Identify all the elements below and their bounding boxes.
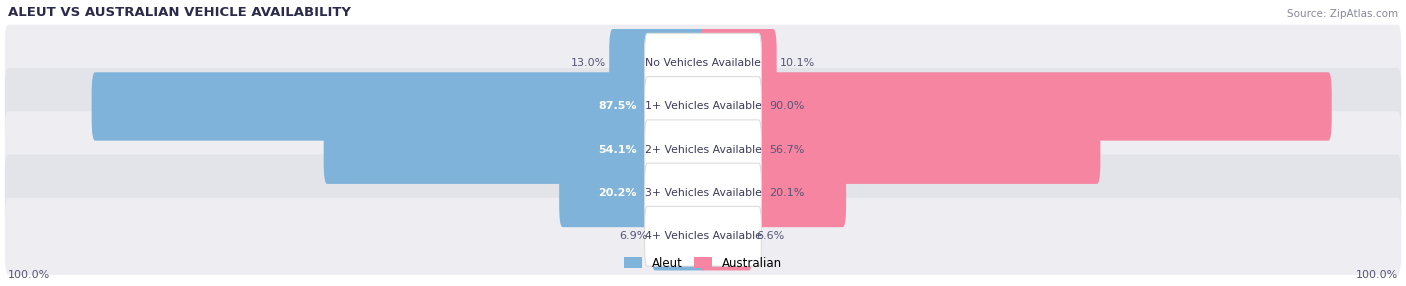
Legend: Aleut, Australian: Aleut, Australian <box>624 257 782 270</box>
FancyBboxPatch shape <box>4 68 1402 145</box>
FancyBboxPatch shape <box>644 77 762 136</box>
Text: 54.1%: 54.1% <box>599 145 637 155</box>
FancyBboxPatch shape <box>4 154 1402 231</box>
Text: 2+ Vehicles Available: 2+ Vehicles Available <box>644 145 762 155</box>
FancyBboxPatch shape <box>651 202 706 271</box>
Text: 3+ Vehicles Available: 3+ Vehicles Available <box>644 188 762 198</box>
Text: 6.9%: 6.9% <box>620 231 648 241</box>
FancyBboxPatch shape <box>323 116 706 184</box>
Text: 56.7%: 56.7% <box>769 145 804 155</box>
Text: 20.2%: 20.2% <box>599 188 637 198</box>
Text: 90.0%: 90.0% <box>769 102 804 112</box>
Text: 13.0%: 13.0% <box>571 58 606 68</box>
FancyBboxPatch shape <box>700 29 776 97</box>
FancyBboxPatch shape <box>4 25 1402 102</box>
Text: 87.5%: 87.5% <box>599 102 637 112</box>
Text: 6.6%: 6.6% <box>756 231 785 241</box>
FancyBboxPatch shape <box>560 159 706 227</box>
FancyBboxPatch shape <box>644 206 762 266</box>
Text: No Vehicles Available: No Vehicles Available <box>645 58 761 68</box>
Text: 10.1%: 10.1% <box>780 58 815 68</box>
Text: 4+ Vehicles Available: 4+ Vehicles Available <box>644 231 762 241</box>
Text: 100.0%: 100.0% <box>8 270 51 280</box>
Text: ALEUT VS AUSTRALIAN VEHICLE AVAILABILITY: ALEUT VS AUSTRALIAN VEHICLE AVAILABILITY <box>8 6 351 19</box>
Text: 1+ Vehicles Available: 1+ Vehicles Available <box>644 102 762 112</box>
FancyBboxPatch shape <box>700 159 846 227</box>
Text: 100.0%: 100.0% <box>1355 270 1398 280</box>
Text: 20.1%: 20.1% <box>769 188 804 198</box>
FancyBboxPatch shape <box>700 116 1101 184</box>
FancyBboxPatch shape <box>644 120 762 180</box>
FancyBboxPatch shape <box>700 202 752 271</box>
FancyBboxPatch shape <box>91 72 706 141</box>
FancyBboxPatch shape <box>700 72 1331 141</box>
FancyBboxPatch shape <box>609 29 706 97</box>
FancyBboxPatch shape <box>644 163 762 223</box>
FancyBboxPatch shape <box>4 198 1402 275</box>
Text: Source: ZipAtlas.com: Source: ZipAtlas.com <box>1286 9 1398 19</box>
FancyBboxPatch shape <box>4 111 1402 188</box>
FancyBboxPatch shape <box>644 33 762 93</box>
